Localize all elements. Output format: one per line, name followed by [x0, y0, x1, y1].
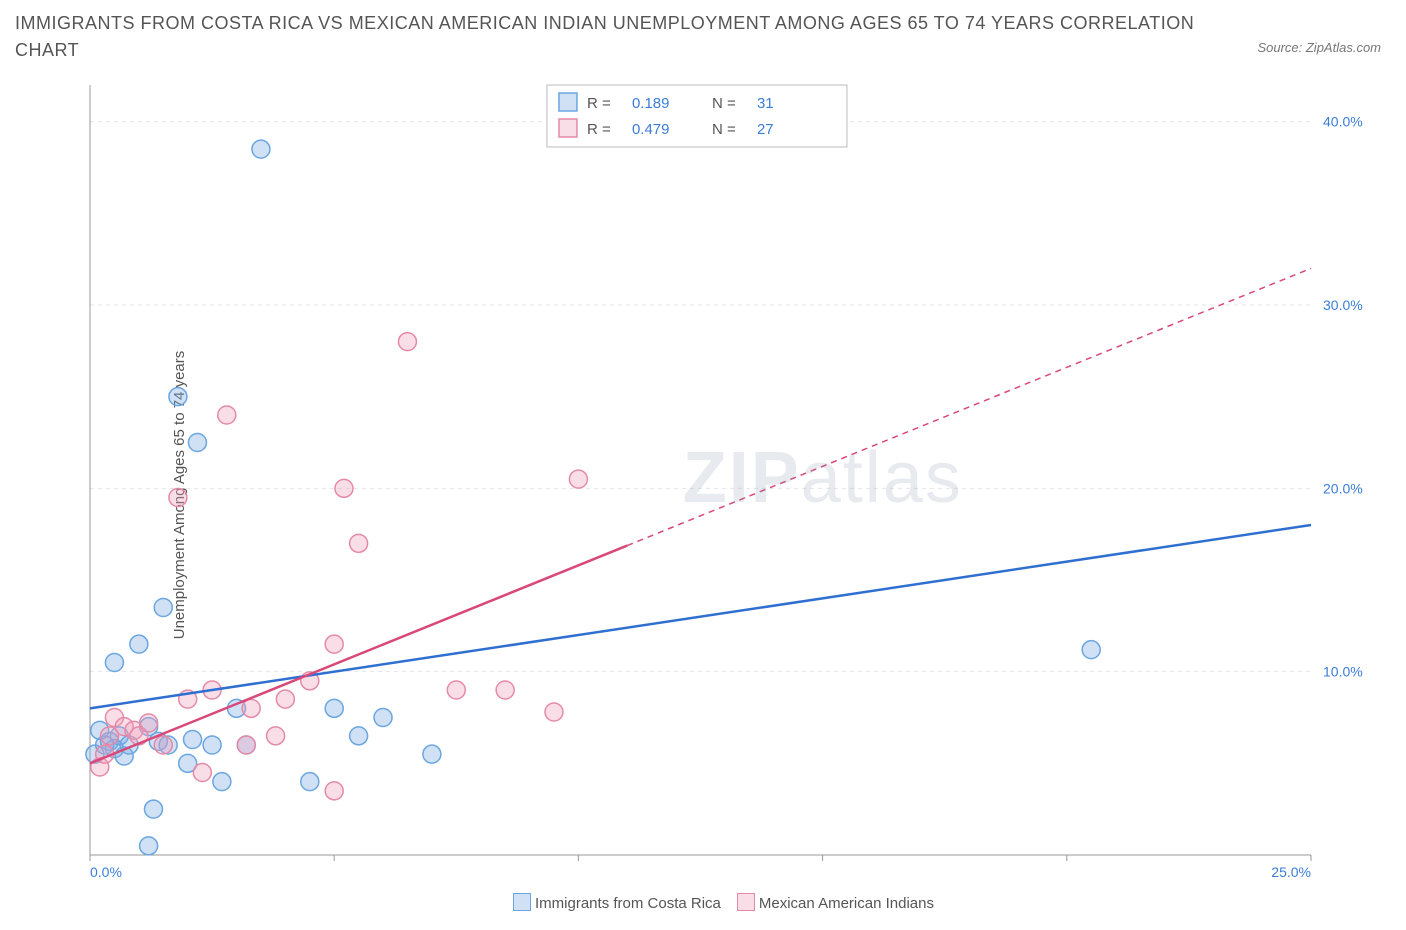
svg-text:R =: R =: [587, 121, 611, 138]
svg-text:20.0%: 20.0%: [1323, 480, 1363, 496]
source-label: Source: ZipAtlas.com: [1257, 40, 1381, 55]
legend-swatch: [513, 893, 531, 911]
svg-text:25.0%: 25.0%: [1271, 864, 1311, 880]
legend-swatch: [737, 893, 755, 911]
svg-text:30.0%: 30.0%: [1323, 297, 1363, 313]
svg-text:27: 27: [757, 121, 774, 138]
scatter-plot: 10.0% 20.0% 30.0% 40.0% 0.0% 25.0% R = 0.189 N =…: [75, 80, 1386, 910]
svg-text:10.0%: 10.0%: [1323, 664, 1363, 680]
svg-text:N =: N =: [712, 121, 736, 138]
svg-text:N =: N =: [712, 95, 736, 112]
svg-text:40.0%: 40.0%: [1323, 114, 1363, 130]
svg-text:0.479: 0.479: [632, 121, 670, 138]
chart-title: IMMIGRANTS FROM COSTA RICA VS MEXICAN AM…: [15, 10, 1206, 64]
legend-label: Mexican American Indians: [759, 895, 934, 912]
svg-text:0.0%: 0.0%: [90, 864, 122, 880]
chart-container: Unemployment Among Ages 65 to 74 years 1…: [45, 80, 1386, 910]
svg-text:R =: R =: [587, 95, 611, 112]
svg-text:0.189: 0.189: [632, 95, 670, 112]
bottom-legend: Immigrants from Costa Rica Mexican Americ…: [45, 893, 1386, 912]
svg-text:31: 31: [757, 95, 774, 112]
legend-label: Immigrants from Costa Rica: [535, 895, 721, 912]
